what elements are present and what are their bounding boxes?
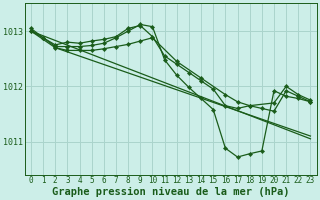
X-axis label: Graphe pression niveau de la mer (hPa): Graphe pression niveau de la mer (hPa) [52,186,290,197]
